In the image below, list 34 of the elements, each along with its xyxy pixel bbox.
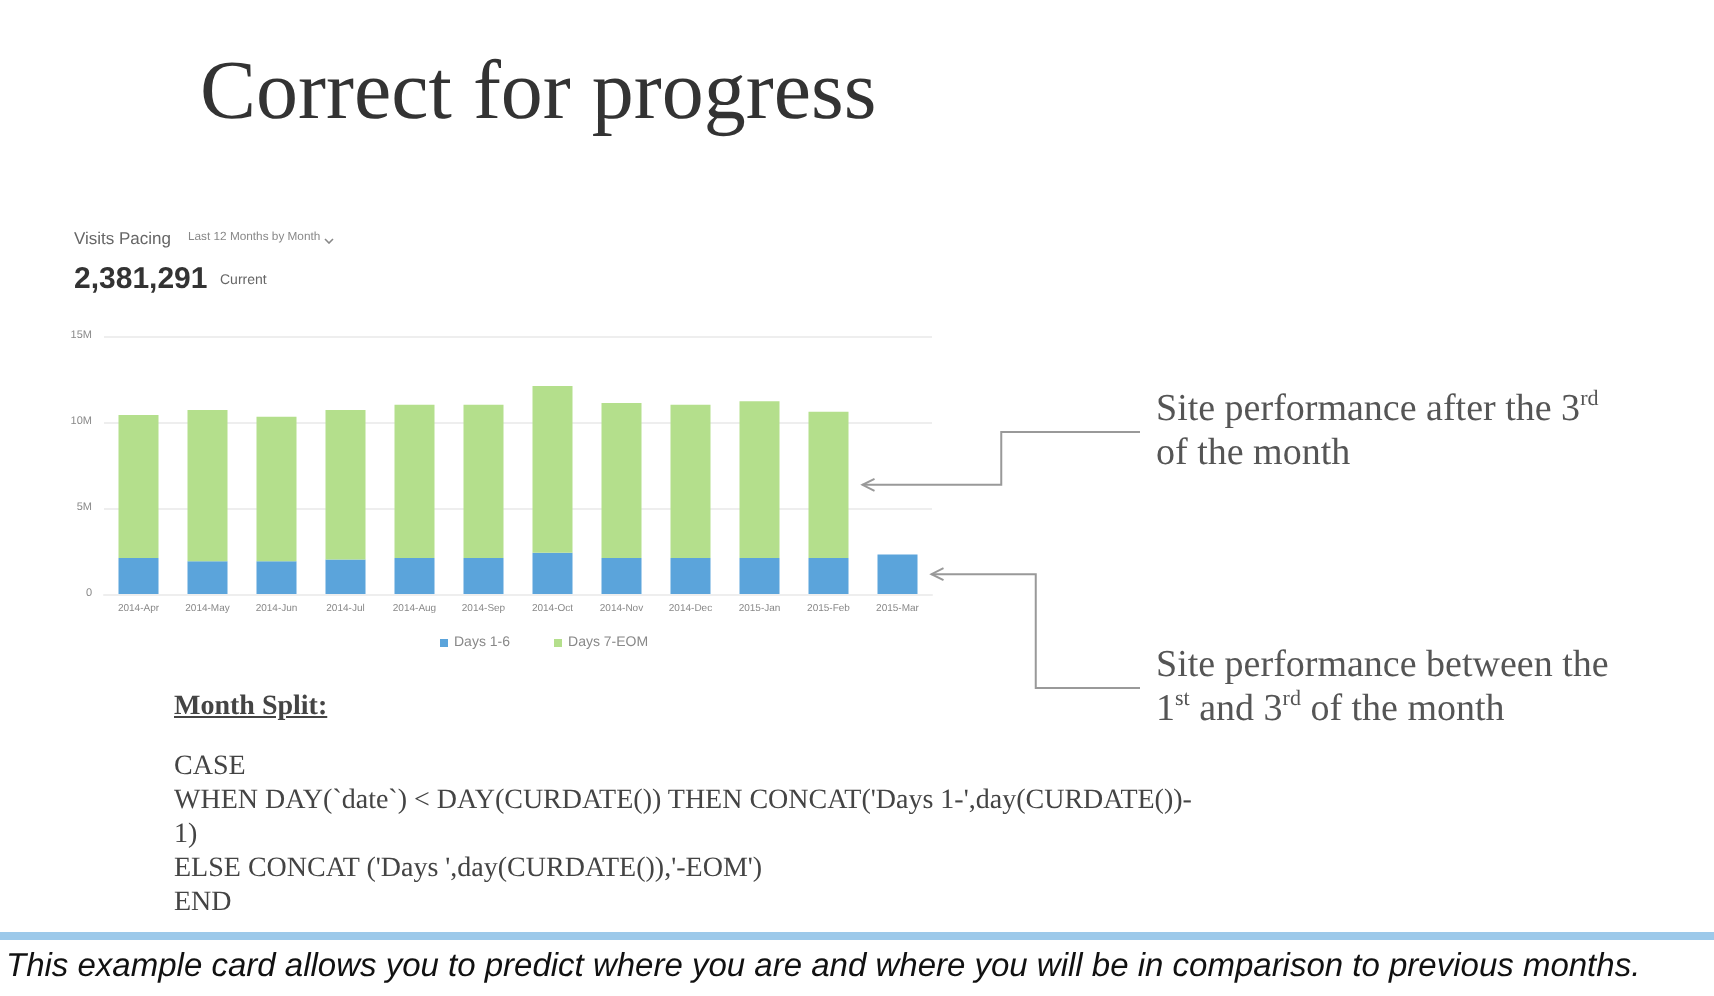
bar [394, 404, 435, 558]
text: This example card allows you to predict where you are and where you will be in comparison to previous months. [6, 948, 1641, 986]
bar [739, 557, 780, 594]
bar [808, 557, 849, 594]
bar [601, 403, 642, 558]
bar [808, 411, 849, 558]
bar [670, 404, 711, 558]
text: Site performance between the 1$^{st}$ and 3$^{rd}$ of the month [1156, 644, 1611, 732]
bar [256, 561, 297, 594]
chart-subtitle: Visits Pacing [74, 228, 172, 248]
text: END [174, 886, 234, 920]
text: CASE [174, 750, 248, 784]
text: Month Split: [174, 692, 328, 722]
bar [325, 559, 366, 594]
bar [256, 416, 297, 562]
bar [118, 557, 159, 594]
bar [187, 561, 228, 594]
bar [187, 409, 228, 562]
chart-title: Correct for progress [200, 44, 877, 140]
text: WHEN DAY(`date`) < DAY(CURDATE()) THEN CONCAT('Days 1-',day(CURDATE())-1) [174, 784, 1194, 852]
bar [739, 401, 780, 558]
bar [325, 409, 366, 560]
bar [463, 557, 504, 594]
bar [118, 415, 159, 558]
bar [532, 552, 573, 594]
bar [532, 385, 573, 553]
text: Site performance after the 3$^{rd}$ of the month [1156, 387, 1599, 474]
bar [877, 554, 918, 594]
text: 2,381,291 [74, 262, 208, 296]
bar [463, 404, 504, 558]
bar [670, 557, 711, 594]
bar [601, 557, 642, 594]
text: ELSE CONCAT ('Days ',day(CURDATE()),'-EOM') [174, 852, 765, 886]
bar [394, 557, 435, 594]
